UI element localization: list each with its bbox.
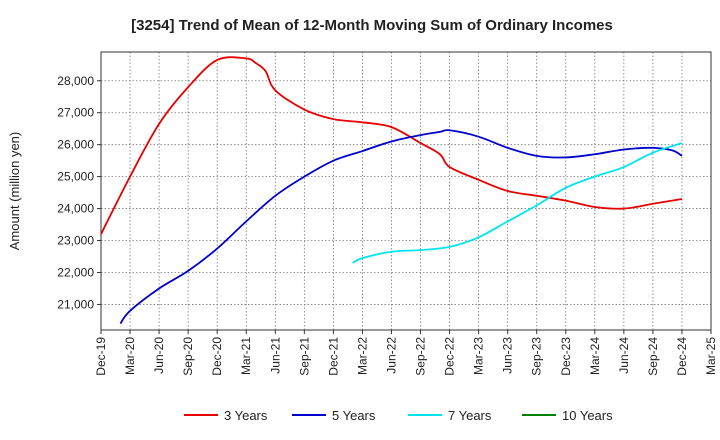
legend-label-3-years: 3 Years — [224, 408, 268, 423]
legend-label-5-years: 5 Years — [332, 408, 376, 423]
x-tick-label: Jun-22 — [384, 337, 398, 374]
x-tick-label: Mar-24 — [588, 337, 602, 375]
x-tick-label: Sep-21 — [297, 337, 311, 376]
x-tick-label: Dec-23 — [559, 337, 573, 376]
y-axis: 21,000 22,000 23,000 24,000 25,000 26,000 27,0… — [57, 74, 101, 311]
x-tick-label: Dec-20 — [210, 337, 224, 376]
x-tick-label: Dec-22 — [443, 337, 457, 376]
y-tick-label: 26,000 — [57, 138, 94, 152]
x-tick-label: Jun-20 — [152, 337, 166, 374]
x-tick-label: Jun-23 — [501, 337, 515, 374]
series-line-3-years — [100, 56, 683, 235]
x-tick-label: Jun-21 — [268, 337, 282, 374]
y-axis-label: Amount (million yen) — [7, 132, 22, 251]
x-tick-label: Dec-19 — [94, 337, 108, 376]
y-tick-label: 22,000 — [57, 265, 94, 279]
x-tick-label: Sep-20 — [181, 337, 195, 376]
series-line-5-years — [119, 129, 683, 325]
x-tick-label: Mar-23 — [472, 337, 486, 375]
x-tick-label: Mar-21 — [239, 337, 253, 375]
grid — [100, 52, 712, 330]
y-tick-label: 24,000 — [57, 202, 94, 216]
y-tick-label: 21,000 — [57, 297, 94, 311]
x-tick-label: Mar-20 — [123, 337, 137, 375]
legend-label-7-years: 7 Years — [448, 408, 492, 423]
x-tick-label: Mar-25 — [704, 337, 718, 375]
y-tick-label: 23,000 — [57, 234, 94, 248]
plot-area — [100, 51, 712, 331]
x-tick-label: Jun-24 — [617, 337, 631, 374]
x-tick-label: Sep-23 — [530, 337, 544, 376]
x-tick-label: Dec-24 — [675, 337, 689, 376]
y-tick-label: 25,000 — [57, 170, 94, 184]
x-tick-label: Sep-22 — [414, 337, 428, 376]
y-tick-label: 27,000 — [57, 106, 94, 120]
y-tick-label: 28,000 — [57, 74, 94, 88]
x-tick-label: Mar-22 — [355, 337, 369, 375]
chart-title: [3254] Trend of Mean of 12-Month Moving … — [131, 17, 613, 34]
series-line-7-years — [352, 142, 683, 264]
legend-label-10-years: 10 Years — [562, 408, 613, 423]
series-lines — [100, 56, 683, 325]
x-axis: Dec-19 Mar-20 Jun-20 Sep-20 Dec-20 Mar-21 Jun-… — [94, 330, 718, 376]
legend: 3 Years 5 Years 7 Years 10 Years — [184, 408, 613, 423]
x-tick-label: Dec-21 — [326, 337, 340, 376]
x-tick-label: Sep-24 — [646, 337, 660, 376]
